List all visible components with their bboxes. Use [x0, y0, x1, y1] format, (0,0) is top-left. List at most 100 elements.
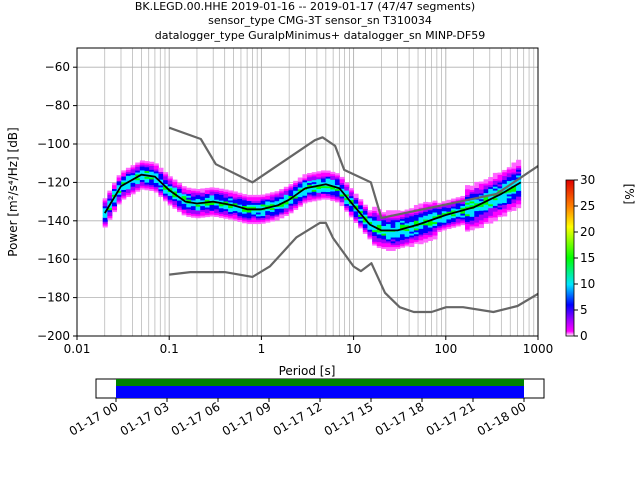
- heatmap-cell: [163, 193, 169, 196]
- heatmap-cell: [158, 177, 164, 180]
- heatmap-cell: [172, 179, 178, 182]
- heatmap-cell: [511, 189, 517, 192]
- heatmap-cell: [130, 172, 136, 176]
- heatmap-cell: [186, 193, 192, 196]
- x-tick-label: 0.01: [64, 342, 91, 356]
- heatmap-cell: [483, 221, 489, 224]
- heatmap-cell: [381, 217, 387, 221]
- heatmap-cell: [274, 191, 280, 194]
- heatmap-cell: [265, 199, 271, 202]
- heatmap-cell: [307, 190, 313, 193]
- heatmap-cell: [339, 201, 345, 205]
- heatmap-cell: [195, 215, 201, 219]
- heatmap-cell: [469, 193, 475, 196]
- heatmap-cell: [437, 208, 443, 211]
- heatmap-cell: [283, 186, 289, 190]
- heatmap-cell: [516, 165, 522, 168]
- heatmap-cell: [474, 222, 480, 225]
- heatmap-cell: [404, 236, 410, 239]
- heatmap-cell: [214, 208, 220, 212]
- heatmap-cell: [177, 202, 183, 205]
- heatmap-cell: [255, 212, 262, 215]
- heatmap-cell: [502, 198, 508, 202]
- heatmap-cell: [316, 196, 322, 199]
- heatmap-cell: [167, 176, 173, 179]
- heatmap-cell: [228, 215, 234, 218]
- heatmap-cell: [283, 204, 289, 207]
- heatmap-cell: [418, 211, 424, 214]
- heatmap-cell: [446, 219, 452, 222]
- heatmap-cell: [107, 205, 113, 209]
- heatmap-cell: [404, 213, 410, 216]
- heatmap-cell: [307, 199, 313, 203]
- heatmap-cell: [163, 177, 169, 181]
- heatmap-cell: [367, 215, 373, 219]
- heatmap-cell: [177, 194, 183, 197]
- heatmap-cell: [251, 217, 257, 221]
- heatmap-cell: [423, 211, 429, 214]
- heatmap-cell: [511, 166, 517, 169]
- heatmap-cell: [362, 212, 368, 215]
- heatmap-cell: [163, 197, 169, 200]
- heatmap-cell: [102, 219, 108, 222]
- heatmap-cell: [177, 198, 183, 201]
- heatmap-cell: [204, 203, 210, 206]
- heatmap-cell: [102, 221, 108, 224]
- heatmap-cell: [367, 227, 373, 230]
- heatmap-cell: [344, 209, 350, 212]
- heatmap-cell: [372, 206, 378, 210]
- heatmap-cell: [367, 217, 373, 221]
- heatmap-cell: [399, 243, 406, 246]
- heatmap-cell: [195, 192, 201, 196]
- heatmap-cell: [265, 204, 271, 208]
- heatmap-cell: [297, 183, 303, 186]
- heatmap-cell: [497, 197, 503, 200]
- heatmap-cell: [330, 191, 336, 194]
- heatmap-cell: [325, 182, 331, 185]
- heatmap-cell: [325, 193, 331, 196]
- heatmap-cell: [404, 238, 410, 241]
- heatmap-cell: [418, 238, 424, 241]
- heatmap-cell: [488, 180, 494, 184]
- heatmap-cell: [167, 183, 173, 187]
- heatmap-cell: [413, 214, 419, 217]
- heatmap-cell: [339, 178, 345, 182]
- heatmap-cell: [153, 172, 159, 176]
- heatmap-cell: [469, 220, 475, 223]
- heatmap-cell: [423, 240, 429, 243]
- heatmap-cell: [516, 163, 522, 166]
- heatmap-cell: [158, 175, 164, 178]
- heatmap-cell: [353, 197, 359, 200]
- heatmap-cell: [455, 197, 461, 200]
- heatmap-cell: [121, 195, 127, 198]
- heatmap-cell: [446, 224, 452, 228]
- heatmap-cell: [432, 215, 438, 219]
- heatmap-cell: [381, 246, 387, 250]
- colorbar-tick-label: 30: [580, 173, 595, 187]
- heatmap-cell: [376, 234, 382, 237]
- heatmap-cell: [204, 214, 210, 218]
- heatmap-cell: [186, 199, 192, 202]
- heatmap-cell: [511, 197, 517, 200]
- heatmap-cell: [111, 182, 118, 186]
- chart-title-line-2: sensor_type CMG-3T sensor_sn T310034: [208, 14, 432, 27]
- heatmap-cell: [139, 185, 145, 188]
- heatmap-cell: [237, 215, 243, 219]
- heatmap-cell: [474, 214, 480, 217]
- heatmap-cell: [511, 206, 517, 210]
- heatmap-cell: [488, 209, 494, 213]
- heatmap-cell: [488, 221, 494, 224]
- heatmap-cell: [418, 241, 424, 245]
- heatmap-cell: [163, 174, 169, 177]
- heatmap-cell: [297, 198, 303, 201]
- heatmap-cell: [386, 231, 392, 234]
- heatmap-cell: [177, 192, 183, 195]
- heatmap-cell: [214, 199, 220, 202]
- heatmap-cell: [279, 214, 285, 217]
- colorbar-tick-label: 0: [580, 329, 588, 343]
- heatmap-cell: [376, 224, 382, 227]
- heatmap-cell: [418, 215, 424, 218]
- heatmap-cell: [297, 196, 303, 200]
- heatmap-cell: [302, 197, 308, 200]
- heatmap-cell: [432, 237, 438, 240]
